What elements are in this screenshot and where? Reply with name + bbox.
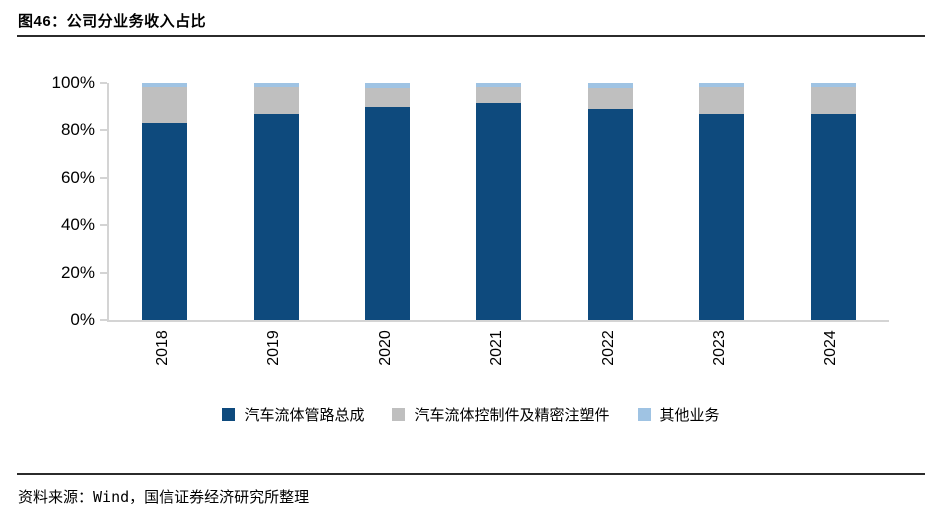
bar-segment-2020-series-1 bbox=[365, 87, 411, 107]
stacked-bar-2023 bbox=[699, 83, 745, 320]
y-tick-label-40pct: 40% bbox=[60, 215, 95, 235]
bar-segment-2023-series-0 bbox=[699, 113, 745, 320]
legend-label-1: 汽车流体控制件及精密注塑件 bbox=[414, 407, 610, 424]
bar-segment-2018-series-0 bbox=[142, 123, 188, 320]
x-tick-text: 2020 bbox=[376, 330, 394, 366]
y-tickmark bbox=[100, 319, 107, 321]
bar-slot-2020 bbox=[332, 83, 443, 320]
bar-segment-2020-series-2 bbox=[365, 83, 411, 88]
bar-segment-2018-series-1 bbox=[142, 86, 188, 124]
figure-title: 图46：公司分业务收入占比 bbox=[18, 13, 207, 30]
bar-segment-2020-series-0 bbox=[365, 106, 411, 320]
x-tick-text: 2021 bbox=[487, 330, 505, 366]
stacked-bar-2022 bbox=[587, 83, 633, 320]
x-tick-text: 2019 bbox=[265, 330, 283, 366]
bar-segment-2024-series-2 bbox=[810, 83, 856, 87]
source-name: Wind bbox=[93, 488, 130, 506]
y-tickmark bbox=[100, 271, 107, 274]
footer-divider bbox=[17, 473, 925, 475]
bar-segment-2019-series-0 bbox=[253, 113, 299, 320]
bar-slot-2021 bbox=[443, 83, 554, 320]
source-suffix: ，国信证券经济研究所整理 bbox=[129, 489, 310, 506]
y-tick-label-100pct: 100% bbox=[51, 73, 95, 92]
x-tick-text: 2018 bbox=[153, 330, 171, 366]
legend-item-2: 其他业务 bbox=[637, 404, 720, 425]
bar-segment-2023-series-2 bbox=[699, 83, 745, 87]
y-tickmark bbox=[100, 82, 107, 84]
stacked-bar-2021 bbox=[476, 83, 522, 320]
x-axis-labels: 2018 2019 2020 2021 2022 2023 2024 bbox=[107, 322, 887, 374]
bar-slot-2023 bbox=[666, 83, 777, 320]
bar-segment-2019-series-2 bbox=[253, 83, 299, 87]
bar-segment-2024-series-1 bbox=[810, 86, 856, 114]
source-label: 资料来源： bbox=[18, 489, 94, 506]
x-tick-label-2020: 2020 bbox=[330, 322, 441, 374]
y-axis: 0% 20% 40% 60% 80% 100% bbox=[18, 73, 107, 329]
bar-segment-2021-series-1 bbox=[476, 86, 522, 104]
x-tick-text: 2023 bbox=[710, 330, 728, 366]
x-tick-label-2021: 2021 bbox=[441, 322, 552, 374]
source-note: 资料来源：Wind，国信证券经济研究所整理 bbox=[0, 475, 942, 507]
legend-label-2: 其他业务 bbox=[659, 407, 720, 424]
bar-segment-2023-series-1 bbox=[699, 86, 745, 114]
plot-column: 2018 2019 2020 2021 2022 2023 2024 bbox=[100, 82, 889, 374]
bar-slot-2018 bbox=[109, 83, 220, 320]
bar-segment-2024-series-0 bbox=[810, 113, 856, 320]
stacked-bar-2019 bbox=[253, 83, 299, 320]
legend-item-0: 汽车流体管路总成 bbox=[222, 404, 364, 425]
bar-slot-2024 bbox=[778, 83, 889, 320]
y-tickmark bbox=[100, 224, 107, 227]
legend-swatch-2 bbox=[637, 408, 651, 421]
title-divider bbox=[17, 35, 925, 37]
x-tick-text: 2022 bbox=[599, 330, 617, 366]
bar-segment-2021-series-0 bbox=[476, 103, 522, 320]
y-tick-label-0pct: 0% bbox=[70, 310, 95, 329]
bar-segment-2022-series-2 bbox=[587, 83, 633, 88]
x-tick-label-2018: 2018 bbox=[107, 322, 218, 374]
stacked-bar-2018 bbox=[142, 83, 188, 320]
x-tick-label-2024: 2024 bbox=[776, 322, 887, 374]
x-tick-label-2022: 2022 bbox=[553, 322, 664, 374]
stacked-bar-2024 bbox=[810, 83, 856, 320]
bar-segment-2022-series-1 bbox=[587, 87, 633, 110]
y-tick-label-80pct: 80% bbox=[60, 120, 95, 140]
legend-item-1: 汽车流体控制件及精密注塑件 bbox=[392, 404, 610, 425]
legend: 汽车流体管路总成 汽车流体控制件及精密注塑件 其他业务 bbox=[0, 404, 942, 425]
bar-segment-2019-series-1 bbox=[253, 86, 299, 114]
legend-swatch-0 bbox=[222, 408, 236, 421]
bar-segment-2022-series-0 bbox=[587, 109, 633, 320]
bar-segment-2018-series-2 bbox=[142, 83, 188, 87]
plot-area bbox=[100, 82, 889, 322]
y-tick-label-20pct: 20% bbox=[60, 262, 95, 282]
x-tick-text: 2024 bbox=[822, 330, 840, 366]
y-tick-label-60pct: 60% bbox=[60, 167, 95, 187]
x-tick-label-2019: 2019 bbox=[218, 322, 329, 374]
y-tickmark bbox=[100, 129, 107, 132]
stacked-bar-2020 bbox=[365, 83, 411, 320]
x-tick-label-2023: 2023 bbox=[664, 322, 775, 374]
bar-slot-2022 bbox=[555, 83, 666, 320]
bar-segment-2021-series-2 bbox=[476, 83, 522, 87]
revenue-share-chart: 0% 20% 40% 60% 80% 100% 2018 2019 2020 2021 2022 2… bbox=[18, 73, 942, 374]
bar-slot-2019 bbox=[220, 83, 331, 320]
y-tickmark bbox=[100, 176, 107, 179]
legend-label-0: 汽车流体管路总成 bbox=[244, 407, 365, 424]
legend-swatch-1 bbox=[392, 408, 406, 421]
